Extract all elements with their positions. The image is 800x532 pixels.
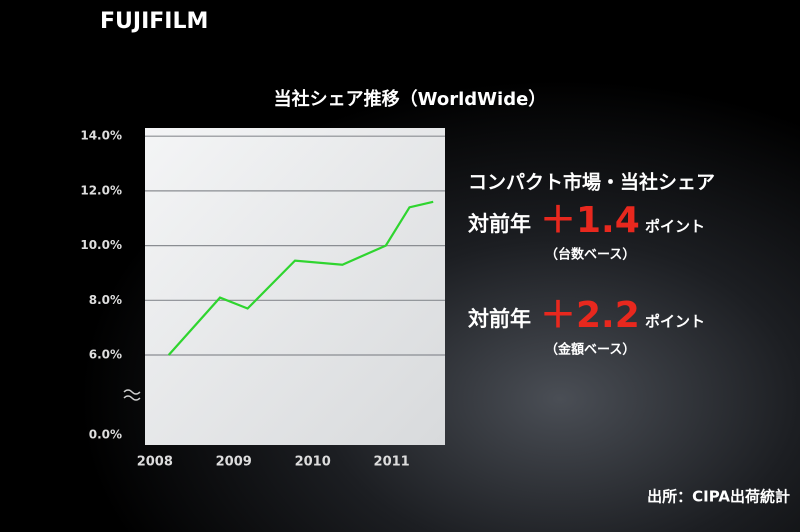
y-tick-label: 8.0% [89,293,122,307]
notes-heading: コンパクト市場・当社シェア [468,171,715,194]
note-change: ＋2.2 [540,295,640,336]
note-basis: （金額ベース） [545,342,635,358]
note-unit: ポイント [645,313,705,331]
note-unit: ポイント [645,218,705,236]
source: 出所：CIPA出荷統計 [647,488,790,506]
x-tick-label: 2010 [295,455,331,470]
y-tick-label: 14.0% [80,129,122,143]
note-change: ＋1.4 [540,200,640,241]
brand-logo: FUJIFILM [100,9,208,34]
x-tick-label: 2011 [374,455,410,470]
y-tick-label: 6.0% [89,348,122,362]
y-tick-label: 10.0% [80,238,122,252]
y-tick-label: 12.0% [80,183,122,197]
note-basis: （台数ベース） [545,247,635,263]
axis-break [123,389,141,401]
plot-area [145,128,445,445]
y-tick-label: 0.0% [89,428,122,442]
note-prefix: 対前年 [468,307,531,331]
chart-title: 当社シェア推移（WorldWide） [274,88,547,110]
notes: 対前年 ＋1.4 ポイント （台数ベース） 対前年 ＋2.2 ポイント （金額ベース） [468,200,705,358]
x-tick-label: 2008 [137,455,173,470]
x-tick-label: 2009 [216,455,252,470]
line-series [167,200,434,356]
note-prefix: 対前年 [468,212,531,236]
